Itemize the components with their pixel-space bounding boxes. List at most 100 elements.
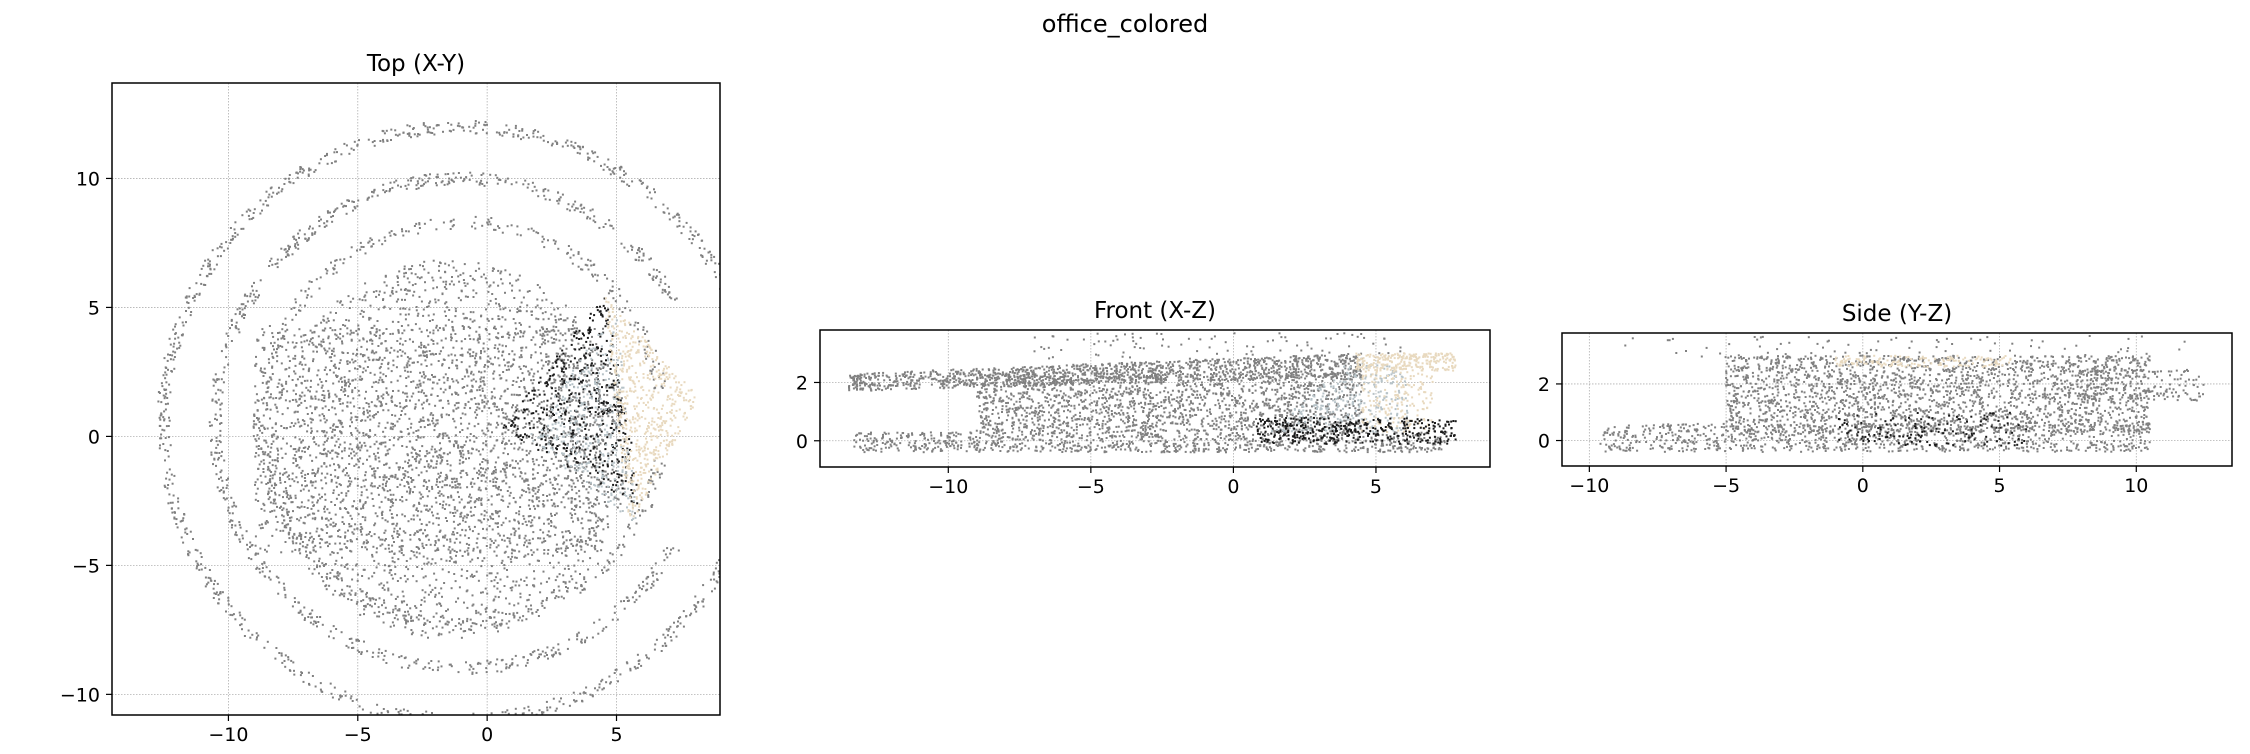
scatter-point: [320, 341, 322, 343]
scatter-point: [348, 385, 350, 387]
scatter-point: [390, 381, 392, 383]
scatter-point: [403, 330, 405, 332]
scatter-point: [515, 322, 517, 324]
scatter-point: [366, 349, 368, 351]
scatter-point: [312, 358, 314, 360]
scatter-point: [294, 355, 296, 357]
scatter-point: [539, 403, 541, 405]
scatter-point: [417, 135, 419, 137]
scatter-point: [277, 411, 279, 413]
scatter-point: [453, 420, 455, 422]
scatter-point: [293, 347, 295, 349]
scatter-point: [310, 481, 312, 483]
scatter-point: [447, 453, 449, 455]
scatter-point: [428, 272, 430, 274]
scatter-point: [721, 560, 723, 562]
scatter-point: [411, 272, 413, 274]
scatter-point: [605, 505, 607, 507]
scatter-point: [475, 381, 477, 383]
scatter-point: [278, 383, 280, 385]
scatter-point: [527, 414, 529, 416]
scatter-point: [634, 666, 636, 668]
scatter-point: [346, 144, 348, 146]
scatter-point: [426, 453, 428, 455]
scatter-point: [452, 347, 454, 349]
scatter-point: [670, 636, 672, 638]
scatter-point: [531, 519, 533, 521]
scatter-point: [325, 367, 327, 369]
scatter-point: [389, 612, 391, 614]
scatter-point: [271, 443, 273, 445]
scatter-point: [327, 545, 329, 547]
scatter-point: [411, 265, 413, 267]
scatter-point: [173, 475, 175, 477]
scatter-point: [264, 549, 266, 551]
scatter-point: [380, 372, 382, 374]
scatter-point: [436, 286, 438, 288]
scatter-point: [454, 333, 456, 335]
scatter-point: [478, 450, 480, 452]
scatter-point: [546, 707, 548, 709]
scatter-point: [334, 563, 336, 565]
scatter-point: [426, 450, 428, 452]
scatter-point: [272, 192, 274, 194]
scatter-point: [570, 141, 572, 143]
scatter-point: [504, 390, 506, 392]
scatter-point: [395, 525, 397, 527]
scatter-point: [462, 313, 464, 315]
scatter-point: [397, 281, 399, 283]
scatter-point: [530, 379, 532, 381]
scatter-point: [427, 129, 429, 131]
scatter-point: [393, 541, 395, 543]
scatter-point: [502, 345, 504, 347]
scatter-point: [436, 612, 438, 614]
scatter-point: [631, 180, 633, 182]
scatter-point: [486, 124, 488, 126]
scatter-point: [405, 340, 407, 342]
scatter-point: [505, 474, 507, 476]
scatter-point: [379, 335, 381, 337]
scatter-point: [440, 462, 442, 464]
scatter-point: [527, 291, 529, 293]
scatter-point: [349, 443, 351, 445]
scatter-point: [323, 431, 325, 433]
scatter-point: [357, 368, 359, 370]
scatter-point: [336, 396, 338, 398]
scatter-point: [524, 331, 526, 333]
scatter-point: [714, 588, 716, 590]
scatter-point: [600, 680, 602, 682]
scatter-point: [435, 542, 437, 544]
scatter-point: [272, 474, 274, 476]
scatter-point: [471, 574, 473, 576]
scatter-point: [359, 379, 361, 381]
scatter-point: [504, 540, 506, 542]
scatter-point: [359, 298, 361, 300]
scatter-point: [352, 298, 354, 300]
scatter-point: [478, 519, 480, 521]
scatter-point: [339, 302, 341, 304]
scatter-point: [313, 331, 315, 333]
scatter-point: [167, 360, 169, 362]
scatter-point: [605, 405, 607, 407]
scatter-point: [514, 467, 516, 469]
scatter-point: [576, 492, 578, 494]
scatter-point: [318, 344, 320, 346]
scatter-point: [501, 623, 503, 625]
scatter-point: [611, 416, 613, 418]
scatter-point: [484, 510, 486, 512]
scatter-point: [565, 581, 567, 583]
scatter-point: [513, 519, 515, 521]
scatter-point: [390, 501, 392, 503]
scatter-point: [310, 405, 312, 407]
scatter-point: [326, 453, 328, 455]
scatter-point: [216, 264, 218, 266]
scatter-point: [596, 424, 598, 426]
scatter-point: [383, 585, 385, 587]
scatter-point: [531, 314, 533, 316]
scatter-point: [333, 348, 335, 350]
scatter-point: [328, 519, 330, 521]
scatter-point: [542, 327, 544, 329]
scatter-point: [577, 553, 579, 555]
scatter-point: [570, 575, 572, 577]
scatter-point: [596, 368, 598, 370]
